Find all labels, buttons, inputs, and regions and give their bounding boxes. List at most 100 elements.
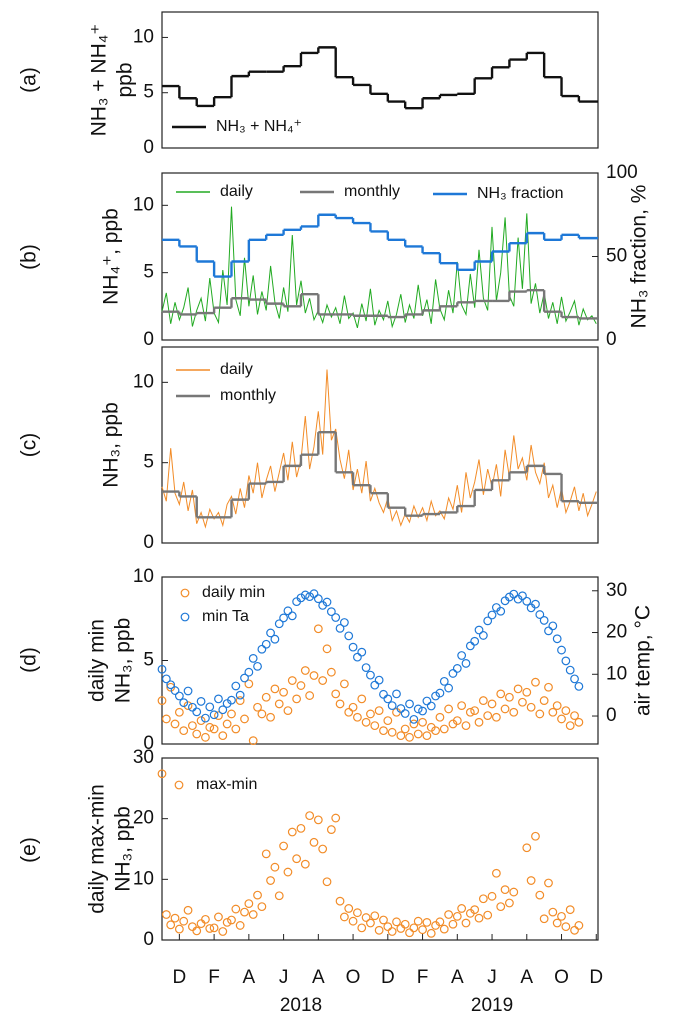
point [266, 628, 275, 638]
point [179, 916, 189, 926]
x-tick-label: J [487, 967, 497, 988]
y-tick-label: 10 [133, 566, 154, 587]
point [374, 706, 384, 715]
point [409, 923, 419, 933]
point [509, 887, 519, 897]
point [331, 689, 341, 699]
plot-frame [161, 757, 599, 941]
point [370, 911, 380, 921]
point [374, 925, 384, 935]
point [214, 912, 223, 922]
legend-marker [174, 780, 184, 790]
legend-label: min Ta [202, 608, 249, 625]
point [565, 905, 575, 915]
point [426, 928, 436, 938]
point [491, 712, 501, 722]
point [452, 911, 462, 921]
point [209, 710, 219, 720]
y-tick-label: 30 [133, 747, 154, 768]
point [444, 704, 454, 714]
point [544, 878, 553, 888]
point [487, 891, 497, 901]
point [500, 704, 510, 714]
point [422, 918, 432, 927]
y2-axis-title: NH₃ fraction, % [628, 185, 651, 329]
point [196, 919, 206, 929]
point [461, 721, 471, 731]
point [187, 922, 197, 932]
point [470, 706, 480, 715]
point [448, 669, 458, 678]
point [513, 684, 523, 694]
point [218, 927, 228, 936]
point [552, 918, 562, 928]
point [196, 697, 206, 706]
point [505, 692, 514, 702]
point [170, 686, 180, 695]
legend-label: daily [220, 361, 253, 378]
point [535, 709, 545, 719]
point [409, 714, 419, 724]
point [214, 711, 223, 721]
legend-label: NH₃ fraction [477, 185, 564, 202]
point [240, 907, 249, 917]
point [531, 831, 540, 841]
point [509, 707, 519, 717]
point [253, 702, 262, 712]
point [457, 701, 467, 710]
point [357, 923, 367, 933]
point [392, 689, 401, 699]
point [179, 726, 189, 736]
point [496, 902, 506, 912]
point [161, 674, 171, 684]
point [322, 644, 332, 654]
point [261, 639, 271, 649]
y2-tick-label: 50 [606, 246, 627, 267]
y-tick-label: 0 [143, 532, 154, 553]
point [565, 721, 575, 731]
legend-marker [180, 612, 190, 622]
y2-tick-label: 100 [606, 162, 638, 183]
point [461, 918, 471, 928]
y-axis-title: daily min [86, 619, 109, 702]
point [209, 724, 219, 734]
y-tick-label: 10 [133, 26, 154, 47]
legend-label: max-min [196, 776, 257, 793]
point [279, 841, 288, 851]
point [283, 867, 293, 877]
point [383, 716, 393, 726]
x-tick-label: D [381, 967, 395, 988]
point [313, 815, 323, 825]
point [548, 707, 558, 717]
y-tick-label: 0 [143, 137, 154, 158]
point [266, 876, 275, 885]
daily-line [161, 206, 597, 329]
point [257, 709, 267, 719]
y-tick-label: 0 [143, 329, 154, 350]
point [309, 837, 319, 847]
point [452, 716, 462, 726]
point [370, 721, 380, 731]
legend-label: NH₃ + NH₄⁺ [216, 118, 302, 135]
point [522, 596, 532, 606]
panel-label: (e) [18, 837, 41, 863]
y-axis-title: daily max-min [86, 784, 109, 914]
point [379, 689, 388, 699]
point [309, 671, 319, 680]
point [296, 681, 306, 690]
point [478, 631, 488, 640]
point [283, 706, 293, 715]
point [505, 592, 514, 602]
point [322, 877, 332, 887]
point [400, 724, 410, 734]
x-tick-label: O [346, 967, 361, 988]
plot-frame [161, 346, 599, 544]
point [161, 714, 171, 724]
point [461, 659, 471, 668]
point [439, 724, 449, 734]
point [418, 717, 427, 727]
y-tick-label: 20 [133, 808, 154, 829]
point [174, 691, 184, 701]
point [183, 701, 193, 710]
